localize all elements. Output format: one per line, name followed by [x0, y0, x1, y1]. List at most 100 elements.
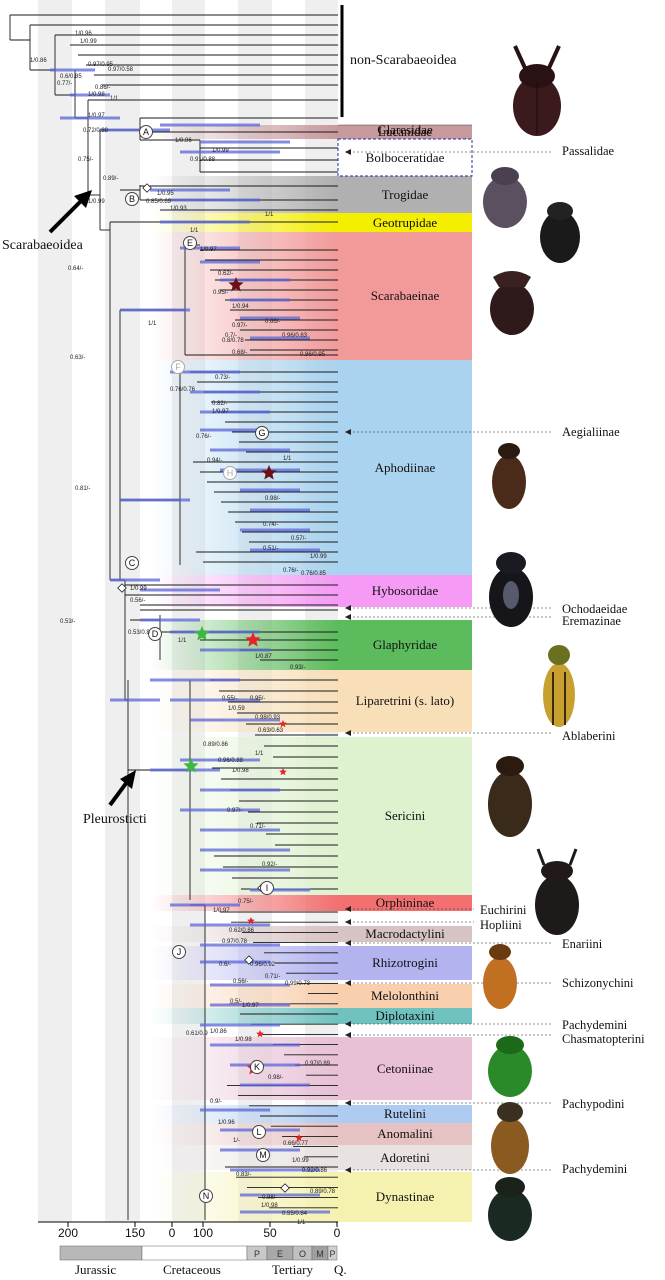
clade-box — [338, 213, 472, 232]
axis-tick-label: 0 — [333, 1226, 341, 1240]
clade-label: Rutelini — [384, 1106, 426, 1121]
support-value: 0.75/- — [238, 899, 254, 905]
support-value: 1/0.93 — [170, 206, 187, 212]
label-enariini: Enariini — [562, 937, 603, 951]
period-label: P — [253, 1248, 260, 1259]
node-f: F — [171, 360, 185, 374]
support-value: 0.96/0.83 — [282, 333, 308, 339]
support-value: 0.73/- — [215, 375, 231, 381]
clade-box — [338, 125, 472, 139]
support-value: 0.97/0.58 — [108, 67, 134, 73]
clade-box — [338, 176, 472, 213]
geotrupid-beetle-image — [540, 202, 580, 263]
clade-band — [150, 1105, 338, 1123]
clade-box — [338, 895, 472, 911]
support-value: 1/0.97 — [242, 1003, 259, 1009]
support-value: 1/1 — [265, 212, 274, 218]
support-value: 0.97/0.95 — [88, 62, 114, 68]
support-value: 0.62/- — [218, 271, 234, 277]
support-value: 1/1 — [110, 96, 119, 102]
support-value: 0.9/- — [210, 1099, 223, 1105]
pointer-arrowhead — [345, 614, 351, 620]
node-diamond — [244, 955, 254, 965]
support-value: 0.7/- — [225, 333, 238, 339]
trogid-beetle-image — [483, 167, 527, 228]
node-k: K — [250, 1060, 264, 1074]
node-d: D — [148, 627, 162, 641]
support-value: 0.68/- — [232, 350, 248, 356]
period-label: O — [298, 1248, 306, 1259]
clade-box — [338, 737, 472, 895]
support-value: 1/0.99 — [310, 554, 327, 560]
clade-box — [338, 1037, 472, 1100]
support-value: 1/1 — [283, 456, 292, 462]
support-value: 0.63/0.63 — [258, 728, 284, 734]
axis-tick-label: 0 — [168, 1226, 176, 1240]
support-value: 0.77/- — [57, 81, 73, 87]
scarabaeoidea-arrowhead — [74, 190, 92, 208]
calibration-star — [247, 917, 255, 925]
label-ochodaeidae: Ochodaeidae — [562, 602, 628, 616]
support-value: 1/0.98 — [88, 92, 105, 98]
pointer-arrowhead — [345, 919, 351, 925]
clade-label: Macrodactylini — [365, 926, 445, 941]
support-value: 0.51/- — [263, 546, 279, 552]
support-value: 0.66/0.77 — [283, 1141, 309, 1147]
pointer-arrowhead — [345, 149, 351, 155]
support-value: 0.97/- — [232, 323, 248, 329]
era-label: Cretaceous — [163, 1262, 221, 1277]
support-value: 1/0.97 — [213, 908, 230, 914]
clade-box — [338, 670, 472, 732]
calibration-star — [261, 465, 277, 480]
glaphyrid-beetle-image — [543, 645, 575, 727]
support-value: 1/0.99 — [88, 199, 105, 205]
support-value: 1/0.96 — [175, 138, 192, 144]
support-value: 0.89/0.78 — [310, 1189, 336, 1195]
label-passalidae: Passalidae — [562, 144, 615, 158]
clade-label: Adoretini — [380, 1149, 430, 1165]
calibration-star — [279, 720, 287, 728]
support-value: 1/0.87 — [255, 654, 272, 660]
support-value: 0.96/0.88 — [218, 758, 244, 764]
calibration-star — [256, 1030, 264, 1038]
node-h: H — [223, 466, 237, 480]
calibration-star — [183, 758, 199, 773]
era-label: Jurassic — [75, 1262, 117, 1277]
clade-label: Bolboceratidae — [365, 149, 445, 165]
support-value: 1/0.97 — [200, 247, 217, 253]
support-value: 1/0.97 — [88, 113, 105, 119]
clade-box — [338, 1123, 472, 1145]
clade-box — [338, 984, 472, 1008]
clade-band — [150, 895, 338, 911]
clade-label: Hybosoridae — [371, 583, 439, 598]
support-value: 0.95/- — [213, 290, 229, 296]
aphodiine-beetle-image — [492, 443, 526, 509]
period-label: M — [316, 1248, 324, 1259]
support-value: 1/0.99 — [80, 39, 97, 45]
node-m: M — [256, 1148, 270, 1162]
clade-label: Diplotaxini — [375, 1008, 435, 1023]
support-value: 0.97/- — [227, 808, 243, 814]
support-value: 1/0.96 — [75, 31, 92, 37]
support-value: 0.98/0.93 — [255, 715, 281, 721]
node-c: C — [125, 556, 139, 570]
support-value: 1/1 — [190, 228, 199, 234]
support-value: 0.6/0.85 — [60, 74, 82, 80]
label-schizonychini: Schizonychini — [562, 976, 634, 990]
support-value: 0.66/- — [265, 319, 281, 325]
clade-band — [150, 360, 338, 575]
support-value: 1/0.98 — [261, 1203, 278, 1209]
cetoniine-beetle-image — [488, 1036, 532, 1097]
label-eremazinae: Eremazinae — [562, 614, 621, 628]
scarabaeoidea-arrow — [48, 196, 86, 234]
clade-label: Trogidae — [381, 186, 429, 202]
label-ablaberini: Ablaberini — [562, 729, 616, 743]
period-label: P — [329, 1248, 336, 1259]
support-value: 0.96/0.92 — [250, 962, 276, 968]
clade-box — [338, 1145, 472, 1170]
clade-label: Glaresidae — [377, 121, 433, 137]
support-value: 0.75/- — [78, 157, 94, 163]
support-value: 0.64/- — [68, 266, 84, 272]
support-value: 1/1 — [255, 751, 264, 757]
dynastine-beetle-image — [488, 1177, 532, 1241]
